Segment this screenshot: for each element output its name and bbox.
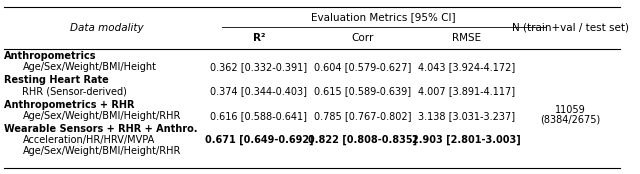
Text: R²: R² [253,33,265,43]
Text: 3.138 [3.031-3.237]: 3.138 [3.031-3.237] [417,111,515,121]
Text: Anthropometrics: Anthropometrics [4,51,96,61]
Text: 0.374 [0.344-0.403]: 0.374 [0.344-0.403] [211,86,307,97]
Text: Corr: Corr [351,33,374,43]
Text: RMSE: RMSE [452,33,481,43]
Text: 0.362 [0.332-0.391]: 0.362 [0.332-0.391] [211,62,307,72]
Text: 0.616 [0.588-0.641]: 0.616 [0.588-0.641] [211,111,307,121]
Text: (8384/2675): (8384/2675) [540,115,600,125]
Text: Wearable Sensors + RHR + Anthro.: Wearable Sensors + RHR + Anthro. [4,124,197,134]
Text: 0.822 [0.808-0.835]: 0.822 [0.808-0.835] [308,135,417,145]
Text: 0.785 [0.767-0.802]: 0.785 [0.767-0.802] [314,111,412,121]
Text: 0.671 [0.649-0.692]: 0.671 [0.649-0.692] [205,135,313,145]
Text: 2.903 [2.801-3.003]: 2.903 [2.801-3.003] [412,135,520,145]
Text: Age/Sex/Weight/BMI/Height: Age/Sex/Weight/BMI/Height [22,62,156,72]
Text: Age/Sex/Weight/BMI/Height/RHR: Age/Sex/Weight/BMI/Height/RHR [22,145,181,156]
Text: 11059: 11059 [555,105,586,115]
Text: 0.615 [0.589-0.639]: 0.615 [0.589-0.639] [314,86,412,97]
Text: Acceleration/HR/HRV/MVPA: Acceleration/HR/HRV/MVPA [22,135,155,145]
Text: N (train+val / test set): N (train+val / test set) [511,23,628,33]
Text: 4.007 [3.891-4.117]: 4.007 [3.891-4.117] [417,86,515,97]
Text: 4.043 [3.924-4.172]: 4.043 [3.924-4.172] [417,62,515,72]
Text: Evaluation Metrics [95% CI]: Evaluation Metrics [95% CI] [311,12,456,22]
Text: Resting Heart Rate: Resting Heart Rate [4,75,109,85]
Text: Anthropometrics + RHR: Anthropometrics + RHR [4,100,134,110]
Text: RHR (Sensor-derived): RHR (Sensor-derived) [22,86,127,97]
Text: Age/Sex/Weight/BMI/Height/RHR: Age/Sex/Weight/BMI/Height/RHR [22,111,181,121]
Text: 0.604 [0.579-0.627]: 0.604 [0.579-0.627] [314,62,412,72]
Text: Data modality: Data modality [70,23,143,33]
